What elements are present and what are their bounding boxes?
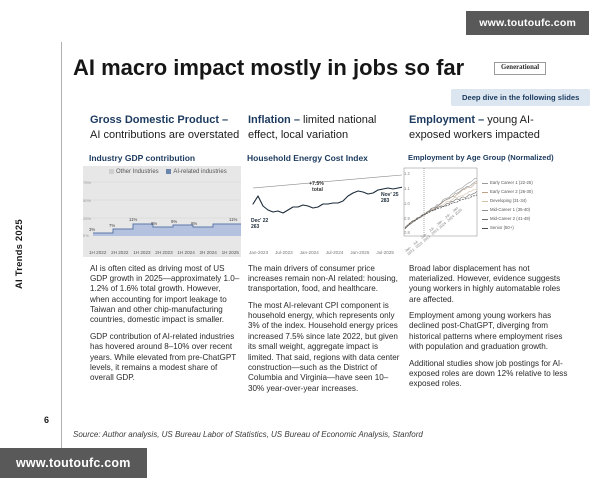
svg-text:50%: 50% [83, 198, 91, 203]
svg-text:25%: 25% [83, 216, 91, 221]
svg-text:1.1: 1.1 [404, 186, 410, 191]
svg-text:0%: 0% [83, 233, 89, 238]
svg-text:7%: 7% [109, 223, 115, 228]
svg-text:263: 263 [251, 224, 260, 230]
svg-text:8%: 8% [191, 221, 197, 226]
svg-text:0.8: 0.8 [404, 230, 410, 235]
svg-text:75%: 75% [83, 180, 91, 185]
svg-text:9%: 9% [171, 219, 177, 224]
svg-text:3%: 3% [89, 227, 95, 232]
svg-text:11%: 11% [129, 217, 137, 222]
svg-text:0.9: 0.9 [404, 216, 410, 221]
svg-text:283: 283 [381, 198, 390, 204]
svg-text:8%: 8% [151, 221, 157, 226]
svg-text:1.0: 1.0 [404, 201, 410, 206]
svg-text:total: total [312, 187, 324, 193]
svg-text:1.2: 1.2 [404, 171, 410, 176]
svg-text:11%: 11% [229, 217, 237, 222]
